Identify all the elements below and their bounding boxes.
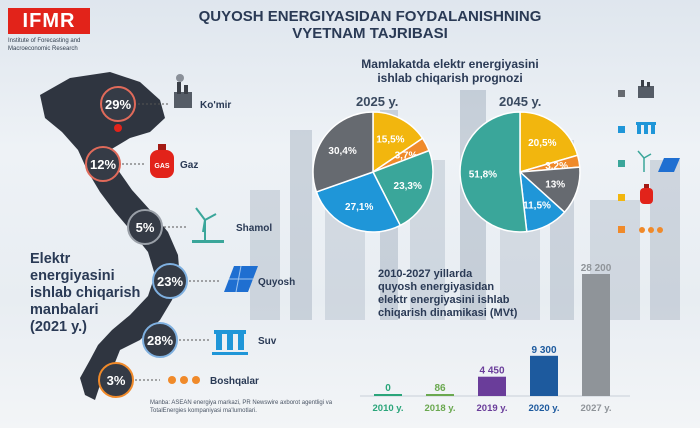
- pie-2045-label-4: 51,8%: [469, 170, 497, 181]
- forecast-title-line-1: Mamlakatda elektr energiyasini: [361, 57, 539, 71]
- sources-title-line-1: Elektr: [30, 251, 71, 267]
- dynamics-title-line-4: chiqarish dinamikasi (MVt): [378, 307, 518, 319]
- label-solar: Quyosh: [258, 277, 295, 288]
- badge-coal: 29% Ko'mir: [100, 74, 231, 122]
- pie-2025-slice-0: [372, 111, 424, 174]
- hanoi-marker: [114, 124, 122, 132]
- bar-2: [478, 376, 506, 396]
- coal-plant-icon: [174, 74, 192, 108]
- pie-2025-slice-2: [371, 149, 434, 227]
- label-coal: Ko'mir: [200, 100, 231, 111]
- bar-year-4: 2027 y.: [581, 403, 612, 414]
- hydro-dam-icon: [212, 330, 248, 355]
- sources-title-line-2: energiyasini: [30, 268, 115, 284]
- solar-panel-icon: [658, 158, 680, 172]
- wind-turbine-icon: [637, 150, 652, 172]
- badge-solar: 23% Quyosh: [152, 263, 295, 299]
- source-note: Manba: ASEAN energiya markazi, PR Newswi…: [150, 400, 333, 414]
- hydro-dam-icon: [636, 122, 656, 134]
- bar-value-0: 0: [385, 383, 391, 394]
- label-gas: Gaz: [180, 160, 198, 171]
- pie-2045-label-2: 13%: [545, 179, 565, 190]
- gas-cylinder-icon: [640, 184, 653, 204]
- dynamics-title: 2010-2027 yillarda quyosh energiyasidan …: [378, 268, 578, 320]
- badge-wind-value: 5%: [136, 220, 155, 235]
- bar-value-1: 86: [434, 383, 446, 394]
- badge-solar-value: 23%: [157, 274, 183, 289]
- badge-hydro: 28% Suv: [142, 322, 277, 358]
- dynamics-title-line-2: quyosh energiyasidan: [378, 281, 495, 293]
- pie-2045-slice-4: [459, 111, 528, 233]
- coal-plant-icon: [638, 80, 654, 98]
- legend-hydro: [618, 122, 656, 134]
- forecast-title: Mamlakatda elektr energiyasini ishlab ch…: [310, 57, 590, 85]
- badge-gas: 12% GAS Gaz: [85, 144, 198, 182]
- label-hydro: Suv: [258, 336, 277, 347]
- pie-2045-slice-0: [519, 111, 579, 173]
- pie-2045-year: 2045 y.: [499, 94, 542, 109]
- page-title: QUYOSH ENERGIYASIDAN FOYDALANISHNING VYE…: [150, 8, 590, 42]
- pie-2025-slice-3: [315, 171, 402, 233]
- bar-year-0: 2010 y.: [373, 403, 404, 414]
- sources-title-line-5: (2021 y.): [30, 319, 87, 335]
- sources-2021-title: Elektr energiyasini ishlab chiqarish man…: [30, 251, 170, 336]
- sources-title-line-4: manbalari: [30, 302, 99, 318]
- solar-dynamics-bar-chart: 0 2010 y. 86 2018 y. 4 450 2019 y. 9 300 2020 y…: [360, 263, 630, 414]
- bar-1: [426, 394, 454, 396]
- bar-group: 0 2010 y. 86 2018 y. 4 450 2019 y. 9 300 2020 y…: [373, 263, 612, 414]
- badge-other-value: 3%: [107, 373, 126, 388]
- dynamics-title-line-1: 2010-2027 yillarda: [378, 268, 473, 280]
- badge-hydro-value: 28%: [147, 333, 173, 348]
- title-line-2: VYETNAM TAJRIBASI: [292, 25, 448, 42]
- pie-2025-label-0: 15,5%: [376, 135, 404, 146]
- pie-2025-label-1: 3,7%: [395, 150, 418, 161]
- bar-3: [530, 355, 558, 396]
- ifmr-logo: IFMR: [8, 8, 90, 34]
- pie-2025-label-2: 23,3%: [394, 181, 422, 192]
- bar-year-1: 2018 y.: [425, 403, 456, 414]
- pie-2045-label-0: 20,5%: [528, 138, 556, 149]
- badge-wind: 5% Shamol: [127, 207, 272, 245]
- sources-title-line-3: ishlab chiqarish: [30, 285, 141, 301]
- forecast-title-line-2: ishlab chiqarish prognozi: [377, 71, 523, 85]
- label-wind: Shamol: [236, 223, 272, 234]
- dots-icon: [639, 227, 663, 233]
- dynamics-title-line-3: elektr energiyasini ishlab: [378, 294, 510, 306]
- bar-4: [582, 274, 610, 396]
- bar-value-4: 28 200: [581, 263, 612, 274]
- vietnam-map-shape: [40, 72, 180, 400]
- legend-coal: [618, 80, 654, 98]
- badge-coal-value: 29%: [105, 97, 131, 112]
- label-other: Boshqalar: [210, 376, 259, 387]
- bar-0: [374, 394, 402, 396]
- legend-wind-solar: [618, 150, 680, 172]
- forecast-legend: [618, 80, 680, 233]
- pie-2045: 20,5% 3,2% 13% 11,5% 51,8%: [459, 111, 581, 233]
- badge-other: 3% Boshqalar: [98, 362, 259, 398]
- pie-2025: 15,5% 3,7% 23,3% 27,1% 30,4%: [312, 111, 434, 233]
- dots-icon: [168, 376, 200, 384]
- legend-gas: [618, 184, 653, 204]
- bar-year-3: 2020 y.: [529, 403, 560, 414]
- logo-subtitle: Institute of Forecasting and Macroeconom…: [8, 38, 81, 52]
- bar-value-3: 9 300: [531, 345, 556, 356]
- title-line-1: QUYOSH ENERGIYASIDAN FOYDALANISHNING: [198, 8, 542, 25]
- badge-gas-value: 12%: [90, 157, 116, 172]
- solar-panel-icon: [224, 265, 258, 293]
- vietnam-map-panel: 29% Ko'mir 12% GAS Gaz 5% Sh: [40, 72, 295, 400]
- pie-2025-label-3: 27,1%: [345, 202, 373, 213]
- gas-cylinder-icon: GAS: [150, 144, 174, 178]
- wind-turbine-icon: [192, 207, 224, 243]
- pie-2025-slice-4: [312, 111, 374, 193]
- pie-2045-label-1: 3,2%: [545, 161, 568, 172]
- bar-year-2: 2019 y.: [477, 403, 508, 414]
- pie-2025-year: 2025 y.: [356, 94, 399, 109]
- bar-value-2: 4 450: [479, 366, 504, 377]
- pie-2045-label-3: 11,5%: [523, 201, 551, 212]
- pie-2025-label-4: 30,4%: [328, 146, 356, 157]
- svg-text:GAS: GAS: [154, 163, 170, 170]
- legend-other: [618, 226, 663, 233]
